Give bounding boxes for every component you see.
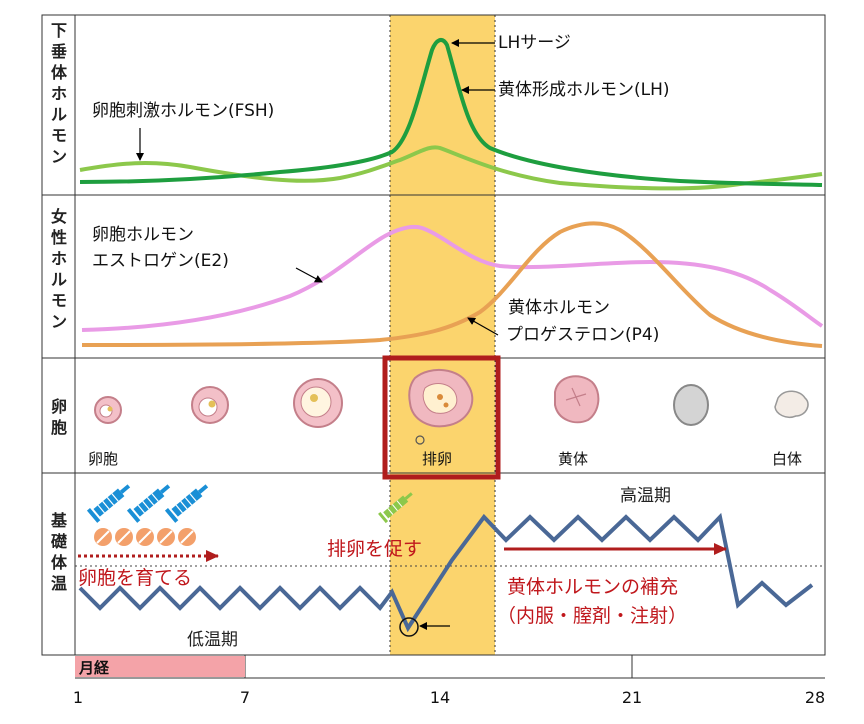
label-lh-surge: LHサージ [498, 33, 571, 53]
bbt-nadir-marker [399, 617, 419, 637]
label-promote-ovulation: 排卵を促す [327, 538, 422, 560]
label-fsh: 卵胞刺激ホルモン(FSH) [92, 101, 274, 121]
label-e2-line1: 卵胞ホルモン [92, 225, 194, 245]
row-label-follicle: 卵胞 [50, 397, 67, 437]
syringe-icon [126, 484, 171, 523]
pill-icon [136, 528, 154, 546]
follicle-mature-image [293, 378, 343, 428]
ovulation-box [382, 355, 501, 480]
stage-label-follicle: 卵胞 [88, 450, 118, 468]
pill-icon [115, 528, 133, 546]
e2-curve [81, 224, 824, 332]
bbt-line [78, 512, 814, 633]
syringe-icon [86, 484, 131, 523]
day-tick-1: 1 [73, 688, 83, 707]
stage-label-ovulation: 排卵 [422, 450, 452, 468]
label-lh: 黄体形成ホルモン(LH) [498, 80, 670, 100]
ovulation-follicle-image [408, 368, 474, 445]
row-label-sex-hormone: 女性ホルモン [51, 207, 67, 331]
day-tick-14: 14 [430, 688, 450, 707]
label-low-phase: 低温期 [187, 630, 238, 650]
label-p4-line1: 黄体ホルモン [508, 298, 610, 318]
white-body-image [774, 390, 809, 419]
label-luteal-support-line1: 黄体ホルモンの補充 [507, 576, 678, 598]
stage-label-corpus-albicans: 白体 [772, 450, 802, 468]
label-luteal-support-line2: （内服・膣剤・注射） [497, 605, 687, 627]
follicle-growing-image [191, 386, 229, 424]
label-p4-line2: プロゲステロン(P4) [506, 325, 659, 345]
stage-label-corpus-luteum: 黄体 [558, 450, 588, 468]
day-tick-28: 28 [805, 688, 825, 707]
pill-icon [94, 528, 112, 546]
fsh-curve [79, 145, 823, 191]
menses-bar [75, 656, 245, 677]
label-e2-line2: エストロゲン(E2) [92, 251, 229, 271]
day-tick-7: 7 [240, 688, 250, 707]
pill-icon [178, 528, 196, 546]
row-label-pituitary: 下垂体ホルモン [51, 21, 68, 166]
label-high-phase: 高温期 [620, 486, 671, 506]
corpus-albicans-image [673, 384, 709, 426]
corpus-luteum-image [554, 375, 600, 424]
syringe-icon [164, 484, 209, 523]
pill-icon [157, 528, 175, 546]
p4-curve [81, 221, 823, 348]
menses-label: 月経 [78, 659, 110, 677]
day-tick-21: 21 [622, 688, 642, 707]
lh-curve [79, 38, 823, 187]
label-grow-follicles: 卵胞を育てる [78, 567, 192, 589]
pill-icon-group [94, 528, 196, 546]
follicle-early-image [94, 396, 122, 424]
row-label-bbt: 基礎体温 [50, 511, 68, 593]
syringe-icon [378, 492, 413, 524]
